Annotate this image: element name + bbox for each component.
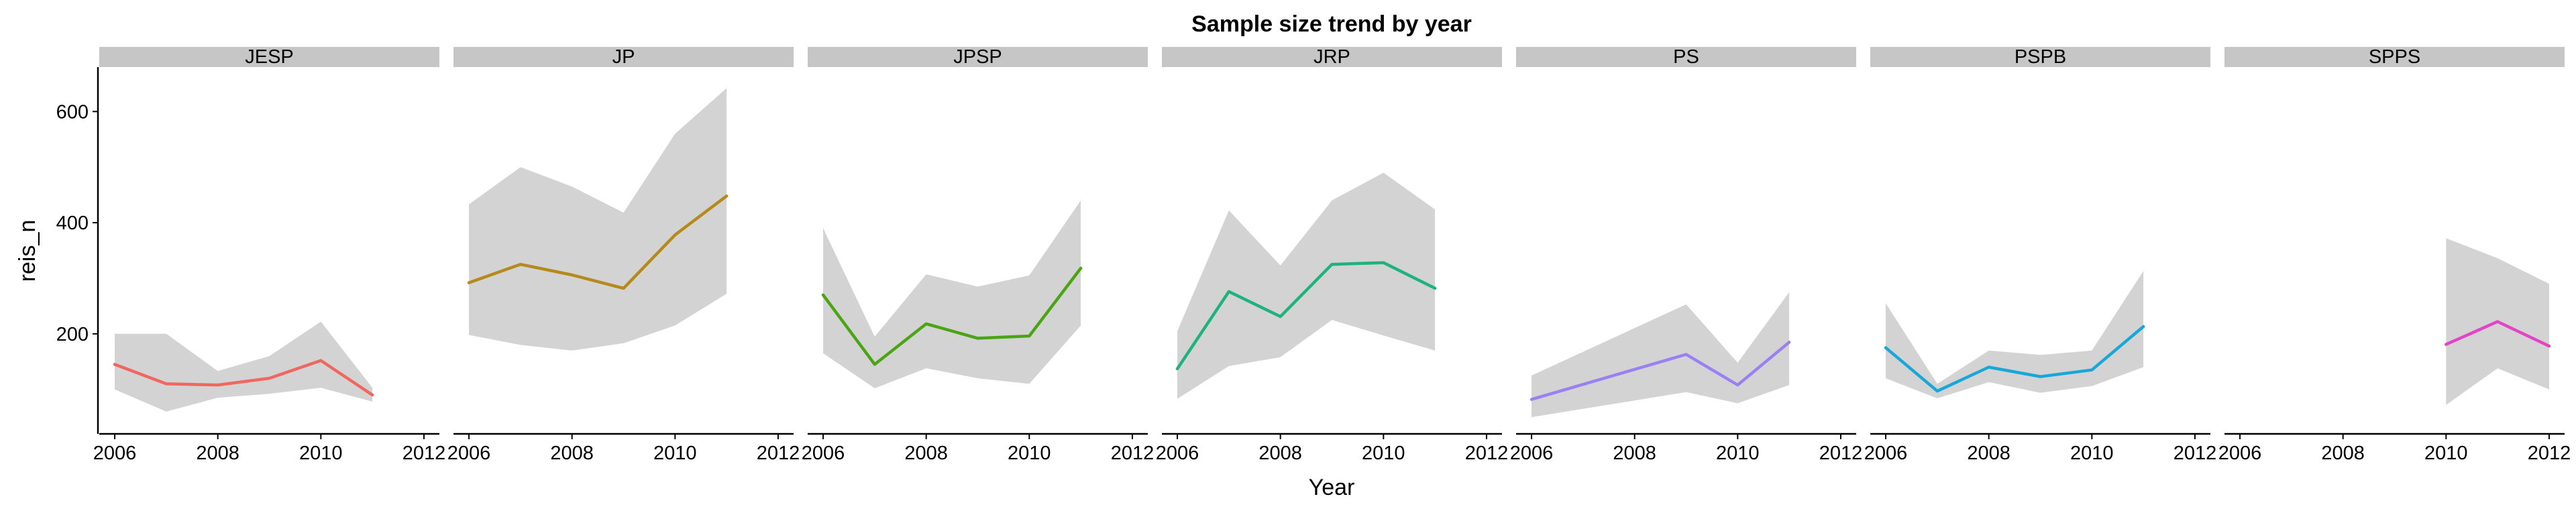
panels: 200 400 600 JESP 2006 2008 2010 2012 JP 2006 2008 2… [56, 46, 2571, 464]
y-tick-label: 600 [56, 101, 89, 123]
series-line [1884, 325, 2145, 393]
x-tick-label: 2008 [2321, 443, 2365, 464]
strip-label: JESP [245, 46, 294, 68]
panel-ps: PS 2006 2008 2010 2012 [1510, 46, 1862, 464]
series-line [821, 266, 1083, 366]
confidence-band [469, 88, 727, 351]
x-tick-label: 2012 [2174, 443, 2217, 464]
strip-label: PSPB [2015, 46, 2066, 68]
x-tick-label: 2010 [1362, 443, 1405, 464]
confidence-band [1177, 172, 1436, 399]
x-tick-label: 2008 [550, 443, 594, 464]
strip-background [808, 47, 1148, 67]
x-tick-label: 2006 [802, 443, 845, 464]
strip-background [1516, 47, 1856, 67]
x-tick-label: 2010 [2070, 443, 2114, 464]
strip-background [1870, 47, 2210, 67]
x-tick-label: 2010 [1716, 443, 1760, 464]
series-line [1529, 341, 1791, 401]
panel-jpsp: JPSP 2006 2008 2010 2012 [802, 46, 1154, 464]
x-tick-label: 2006 [93, 443, 137, 464]
panel-jrp: JRP 2006 2008 2010 2012 [1156, 46, 1508, 464]
x-tick-label: 2012 [1819, 443, 1863, 464]
x-tick-label: 2010 [2424, 443, 2468, 464]
x-tick-label: 2010 [1008, 443, 1051, 464]
x-tick-label: 2012 [1111, 443, 1155, 464]
x-tick-label: 2008 [196, 443, 239, 464]
strip-label: JPSP [953, 46, 1002, 68]
strip-label: PS [1673, 46, 1699, 68]
x-tick-label: 2008 [904, 443, 948, 464]
series-line [113, 359, 374, 397]
x-tick-label: 2006 [2218, 443, 2262, 464]
x-tick-label: 2012 [757, 443, 800, 464]
strip-label: SPPS [2369, 46, 2420, 68]
x-tick-label: 2010 [299, 443, 343, 464]
strip-label: JP [612, 46, 635, 68]
x-tick-label: 2006 [447, 443, 491, 464]
x-tick-label: 2008 [1258, 443, 1302, 464]
x-tick-label: 2008 [1613, 443, 1656, 464]
confidence-band [1886, 271, 2144, 398]
x-tick-label: 2006 [1156, 443, 1199, 464]
strip-background [99, 47, 439, 67]
strip-background [2224, 47, 2565, 67]
strip-label: JRP [1313, 46, 1350, 68]
strip-background [453, 47, 794, 67]
x-axis-label: Year [1309, 475, 1355, 500]
panel-jp: JP 2006 2008 2010 2012 [447, 46, 800, 464]
x-tick-label: 2006 [1864, 443, 1908, 464]
y-tick-label: 200 [56, 324, 89, 345]
x-tick-label: 2008 [1967, 443, 2010, 464]
confidence-band [1532, 292, 1790, 418]
y-axis-label: reis_n [15, 220, 40, 282]
series-line [1175, 261, 1437, 371]
panel-pspb: PSPB 2006 2008 2010 2012 [1864, 46, 2216, 464]
chart-title: Sample size trend by year [1191, 11, 1472, 37]
x-tick-label: 2006 [1510, 443, 1554, 464]
confidence-band [823, 200, 1081, 388]
x-tick-label: 2012 [2528, 443, 2571, 464]
strip-background [1162, 47, 1502, 67]
series-line [2445, 320, 2551, 348]
series-line [467, 194, 729, 290]
y-tick-label: 400 [56, 213, 89, 234]
panel-jesp: JESP 2006 2008 2010 2012 [93, 46, 445, 464]
x-tick-label: 2012 [1465, 443, 1509, 464]
x-tick-label: 2012 [402, 443, 446, 464]
confidence-band [115, 321, 373, 412]
panel-spps: SPPS 2006 2008 2010 2012 [2218, 46, 2571, 464]
x-tick-label: 2010 [653, 443, 697, 464]
